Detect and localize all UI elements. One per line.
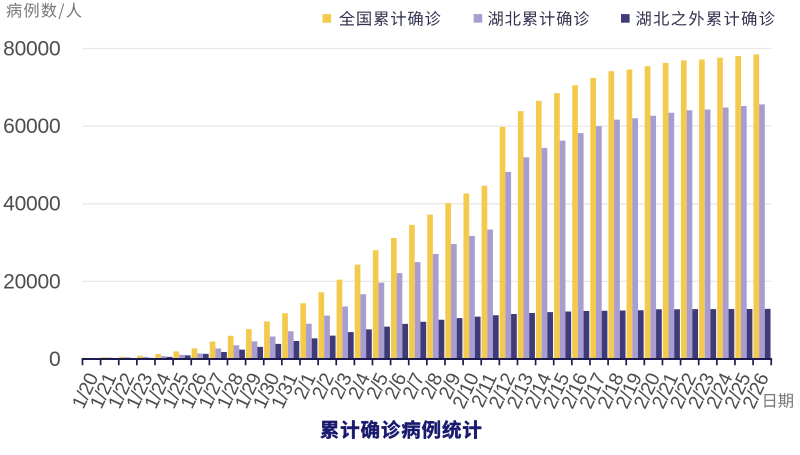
- svg-text:80000: 80000: [3, 37, 60, 60]
- svg-text:20000: 20000: [3, 270, 60, 293]
- svg-text:0: 0: [49, 348, 60, 371]
- svg-text:40000: 40000: [3, 193, 60, 216]
- svg-text:60000: 60000: [3, 115, 60, 138]
